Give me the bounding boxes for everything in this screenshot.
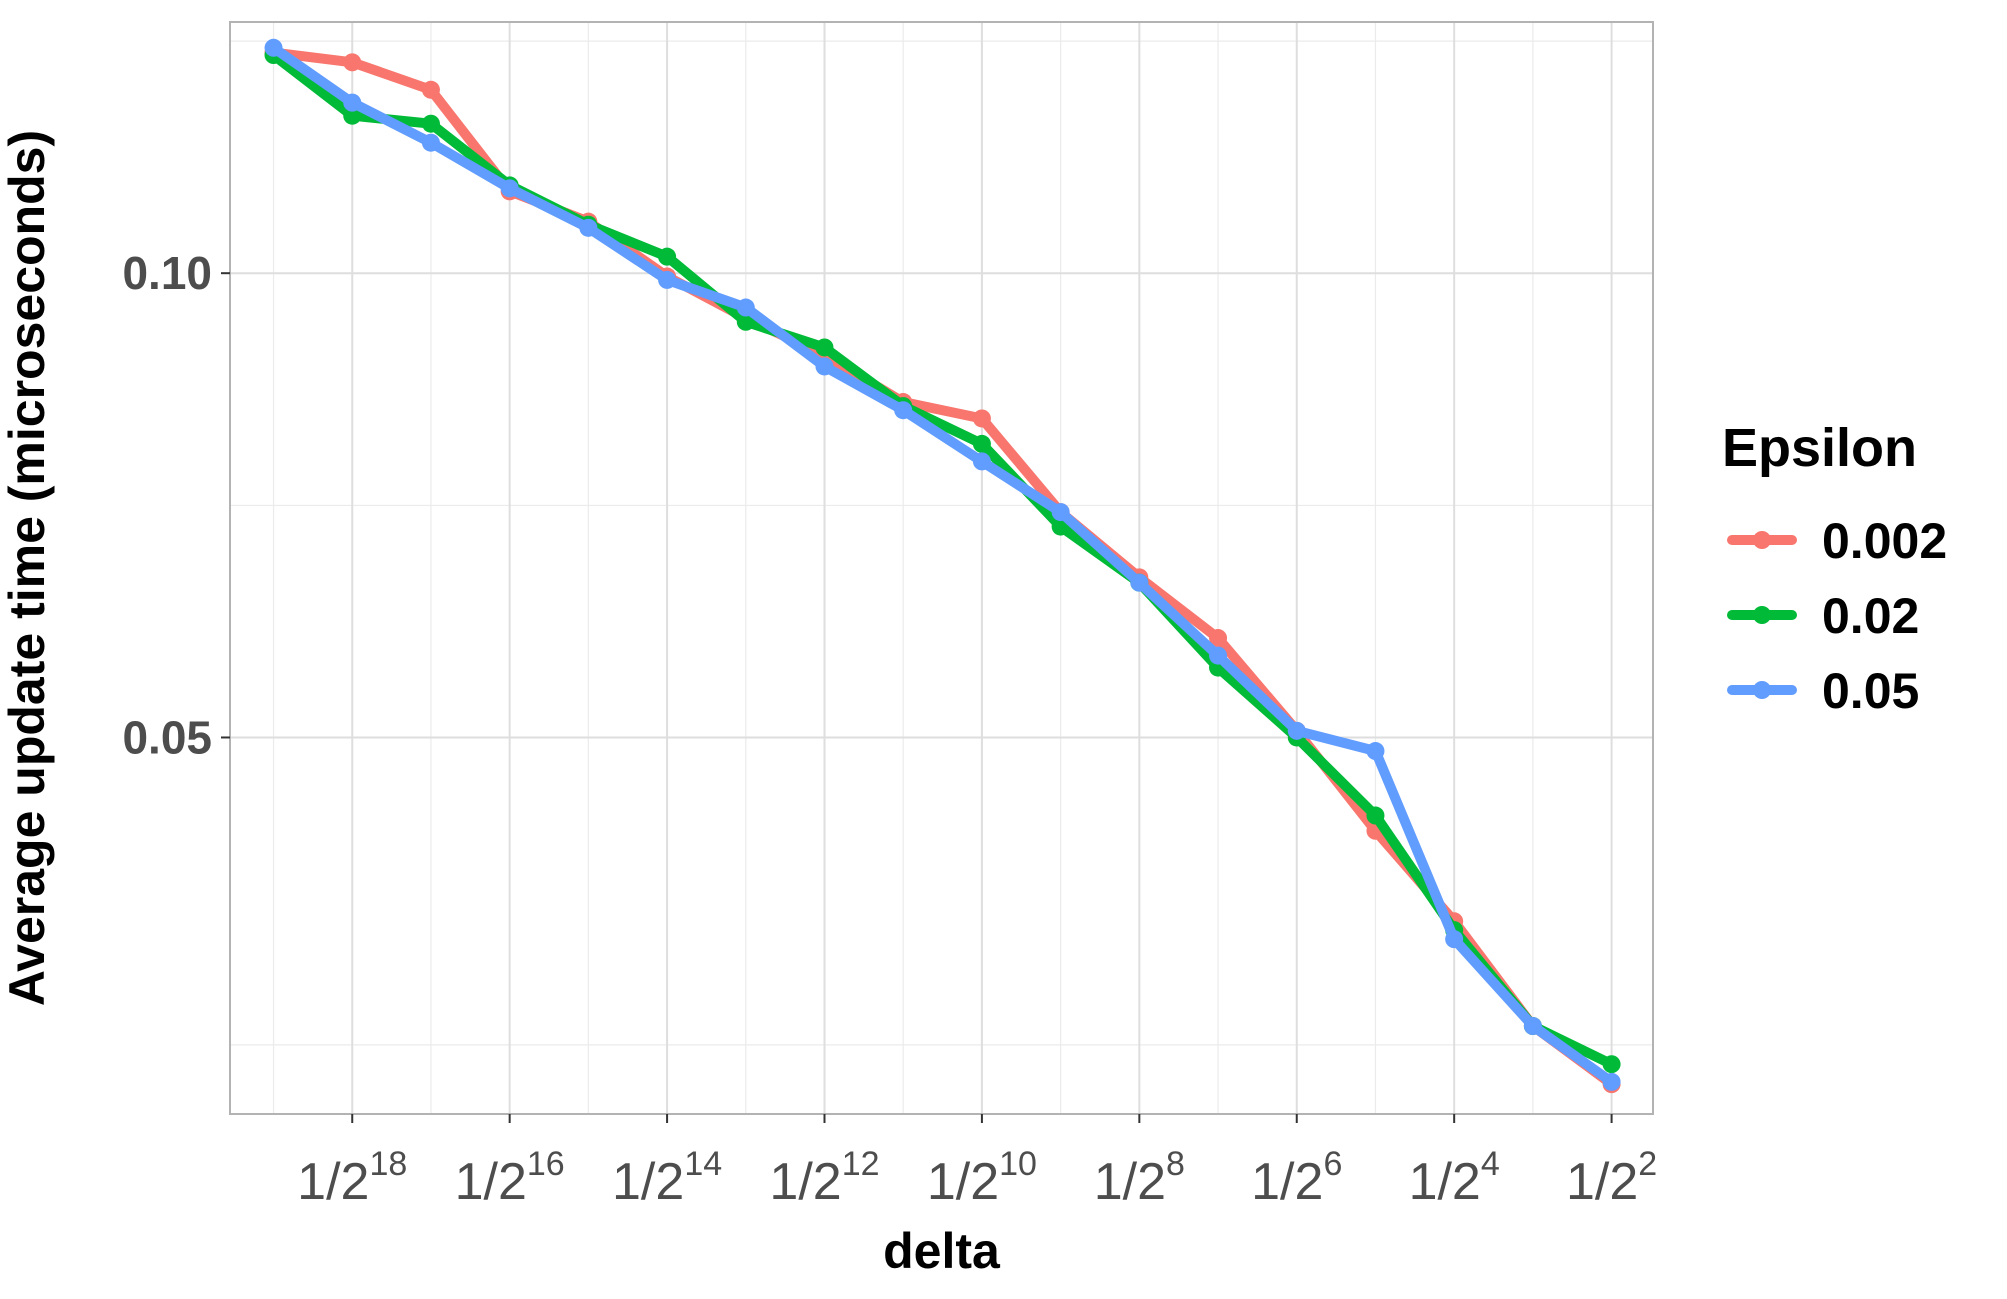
x-tick-label: 1/216 [455,1145,565,1211]
x-tick-label: 1/22 [1566,1145,1657,1211]
legend-title: Epsilon [1722,418,1917,478]
data-point [343,53,362,72]
data-point [421,80,440,99]
legend-key-point [1753,531,1771,549]
x-tick-label: 1/214 [612,1145,722,1211]
x-tick-label: 1/28 [1094,1145,1185,1211]
data-point [1209,646,1228,665]
data-point [972,409,991,428]
data-point [815,338,834,357]
data-point [264,38,283,57]
data-point [658,270,677,289]
x-axis-title: delta [883,1223,1001,1279]
series-group [264,38,1621,1094]
x-tick-label: 1/212 [769,1145,879,1211]
x-tick-label: 1/24 [1409,1145,1500,1211]
data-point [343,93,362,112]
data-point [894,401,913,420]
panel-background [230,22,1653,1114]
data-point [736,312,755,331]
y-axis: 0.10 0.05 [122,247,230,763]
data-point [736,298,755,317]
data-point [815,357,834,376]
data-point [972,434,991,453]
data-point [421,114,440,133]
x-axis: 1/218 1/216 1/214 1/212 1/210 1/28 1/26 1/24 1/2… [297,1114,1657,1211]
legend-label: 0.05 [1822,663,1919,719]
data-point [972,452,991,471]
grid [230,22,1653,1114]
legend-label: 0.002 [1822,513,1947,569]
data-point [1366,806,1385,825]
data-point [1523,1017,1542,1036]
data-point [1287,721,1306,740]
data-point [1366,742,1385,761]
data-point [1130,573,1149,592]
series-line-0.05 [268,42,1617,1087]
y-axis-title: Average update time (microseconds) [0,130,55,1006]
x-tick-label: 1/26 [1251,1145,1342,1211]
x-tick-label: 1/210 [927,1145,1037,1211]
data-point [421,133,440,152]
data-point [1602,1072,1621,1091]
legend-label: 0.02 [1822,588,1919,644]
panel-border [229,21,1654,1115]
legend-key-point [1753,681,1771,699]
data-point [1602,1055,1621,1074]
data-point [1209,629,1228,648]
data-point [500,179,519,198]
legend-key-point [1753,606,1771,624]
legend: Epsilon 0.002 0.02 0.05 [1722,418,1947,719]
data-point [1051,503,1070,522]
data-point [579,218,598,237]
data-point [1445,930,1464,949]
x-tick-label: 1/218 [297,1145,407,1211]
data-point [658,247,677,266]
data-point [343,106,362,125]
y-tick-label: 0.05 [122,711,212,763]
y-tick-label: 0.10 [122,247,212,299]
